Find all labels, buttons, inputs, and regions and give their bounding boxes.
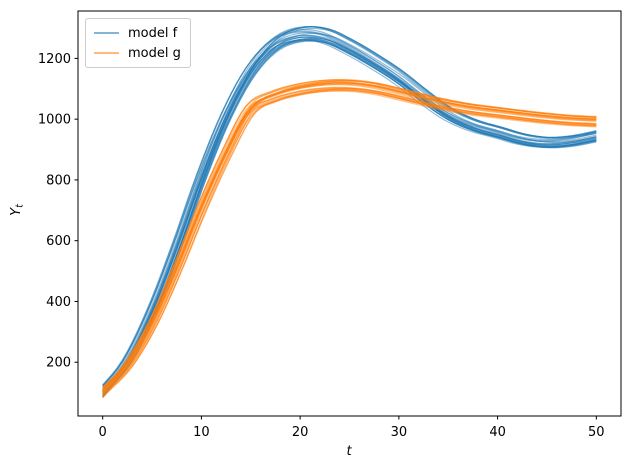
ensemble-curve-model-f xyxy=(102,38,597,395)
x-tick-label: 0 xyxy=(99,425,107,440)
y-tick-label: 1000 xyxy=(38,113,71,128)
y-tick-label: 1200 xyxy=(38,52,71,67)
series-model-g xyxy=(102,78,597,399)
x-tick-label: 40 xyxy=(489,425,506,440)
ensemble-curve-model-f xyxy=(102,39,597,387)
y-axis-label: Yt xyxy=(9,203,26,216)
ensemble-curve-model-g xyxy=(102,83,597,393)
ensemble-curve-model-f xyxy=(102,31,597,386)
ensemble-curve-model-f xyxy=(102,39,597,395)
legend-item-model-g: model g xyxy=(94,43,181,63)
ensemble-curve-model-f xyxy=(102,40,597,396)
ensemble-curve-model-g xyxy=(102,87,597,391)
ensemble-curve-model-f xyxy=(102,39,597,392)
ensemble-curve-model-f xyxy=(102,37,597,398)
x-tick-label: 10 xyxy=(193,425,210,440)
ensemble-curve-model-g xyxy=(102,80,597,399)
series-layer xyxy=(102,26,597,399)
x-axis-label: t xyxy=(346,444,352,459)
ensemble-curve-model-f xyxy=(102,32,597,393)
legend-label: model g xyxy=(128,45,181,61)
x-tick-label: 20 xyxy=(292,425,309,440)
legend-line-sample-model-f xyxy=(94,32,119,34)
x-tick-label: 50 xyxy=(588,425,605,440)
y-tick-label: 800 xyxy=(46,173,71,188)
y-tick-label: 200 xyxy=(46,356,71,371)
y-axis-label-subscript: t xyxy=(15,203,26,208)
ensemble-curve-model-f xyxy=(102,34,597,391)
axes-spines xyxy=(77,10,622,417)
legend: model f model g xyxy=(85,18,191,68)
legend-label: model f xyxy=(128,25,178,41)
ensemble-curve-model-g xyxy=(102,80,597,397)
y-axis-label-main: Y xyxy=(9,207,24,216)
y-tick-label: 600 xyxy=(46,234,71,249)
x-tick-label: 30 xyxy=(391,425,408,440)
ensemble-curve-model-g xyxy=(102,79,597,397)
ensemble-curve-model-g xyxy=(102,82,597,394)
ensemble-curve-model-g xyxy=(102,86,597,390)
ensemble-curve-model-g xyxy=(102,89,597,394)
x-axis-ticks: 0 10 20 30 40 50 xyxy=(99,416,605,440)
ensemble-curve-model-f xyxy=(102,38,597,394)
legend-item-model-f: model f xyxy=(94,23,181,43)
legend-line-sample-model-g xyxy=(94,52,119,54)
ensemble-curve-model-f xyxy=(102,39,597,391)
ensemble-curve-model-g xyxy=(102,81,597,393)
y-axis-ticks: 200 400 600 800 1000 1200 xyxy=(38,52,78,371)
y-tick-label: 400 xyxy=(46,295,71,310)
ensemble-curve-model-f xyxy=(102,26,597,394)
